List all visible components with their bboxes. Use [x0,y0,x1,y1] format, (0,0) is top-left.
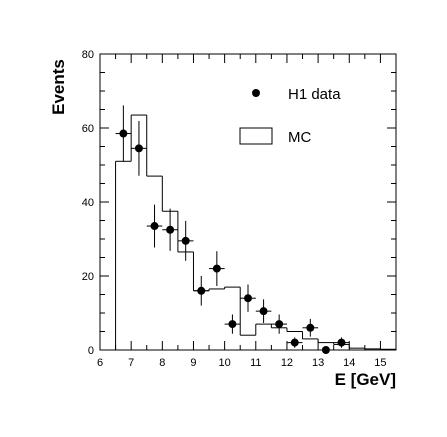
y-tick-label: 0 [88,345,94,357]
data-point [115,105,132,162]
data-point [146,204,163,248]
data-marker [134,144,143,153]
x-tick-label: 12 [281,357,293,369]
data-marker [337,338,346,347]
legend-mc-label: MC [288,129,311,146]
legend-mc-box [239,127,273,145]
data-point [318,346,334,354]
x-tick-label: 11 [250,357,261,369]
x-tick-label: 15 [374,357,386,369]
data-points [115,105,350,354]
data-marker [212,264,221,273]
data-point [177,220,194,261]
data-marker [119,129,128,138]
data-marker [321,346,330,354]
x-tick-label: 13 [312,357,324,369]
y-tick-label: 20 [82,271,94,283]
data-marker [244,294,252,303]
data-point [131,120,147,176]
legend: H1 data MC [239,86,341,146]
mc-histogram [115,114,397,350]
data-marker [275,320,284,329]
data-point [302,318,319,337]
data-point [193,276,210,306]
data-point [224,314,241,334]
data-marker [150,222,159,231]
x-tick-label: 6 [97,357,103,369]
x-tick-label: 8 [159,357,165,369]
y-axis-title: Events [49,59,68,115]
data-point [209,251,225,286]
data-point [271,314,287,334]
legend-data-marker [252,89,260,97]
x-tick-label: 7 [128,357,134,369]
data-point [333,337,350,348]
x-tick-label: 10 [219,357,231,369]
x-tick-label: 9 [190,357,196,369]
y-tick-label: 40 [82,197,94,209]
data-marker [228,320,237,329]
data-marker [197,286,206,295]
data-marker [166,225,175,234]
legend-data-label: H1 data [288,86,341,103]
x-tick-label: 14 [343,357,355,369]
data-marker [259,307,268,316]
data-marker [181,236,190,245]
axis-ticks: 0 20 40 60 80 6 7 8 9 10 11 12 13 14 15 [82,49,397,369]
y-tick-label: 60 [82,123,94,135]
data-point [255,299,272,323]
data-point [162,208,178,251]
y-tick-label: 80 [82,49,94,61]
x-axis-title: E [GeV] [335,370,396,389]
data-marker [290,338,299,347]
data-point [286,337,303,348]
data-marker [306,323,315,332]
data-point [240,284,256,312]
